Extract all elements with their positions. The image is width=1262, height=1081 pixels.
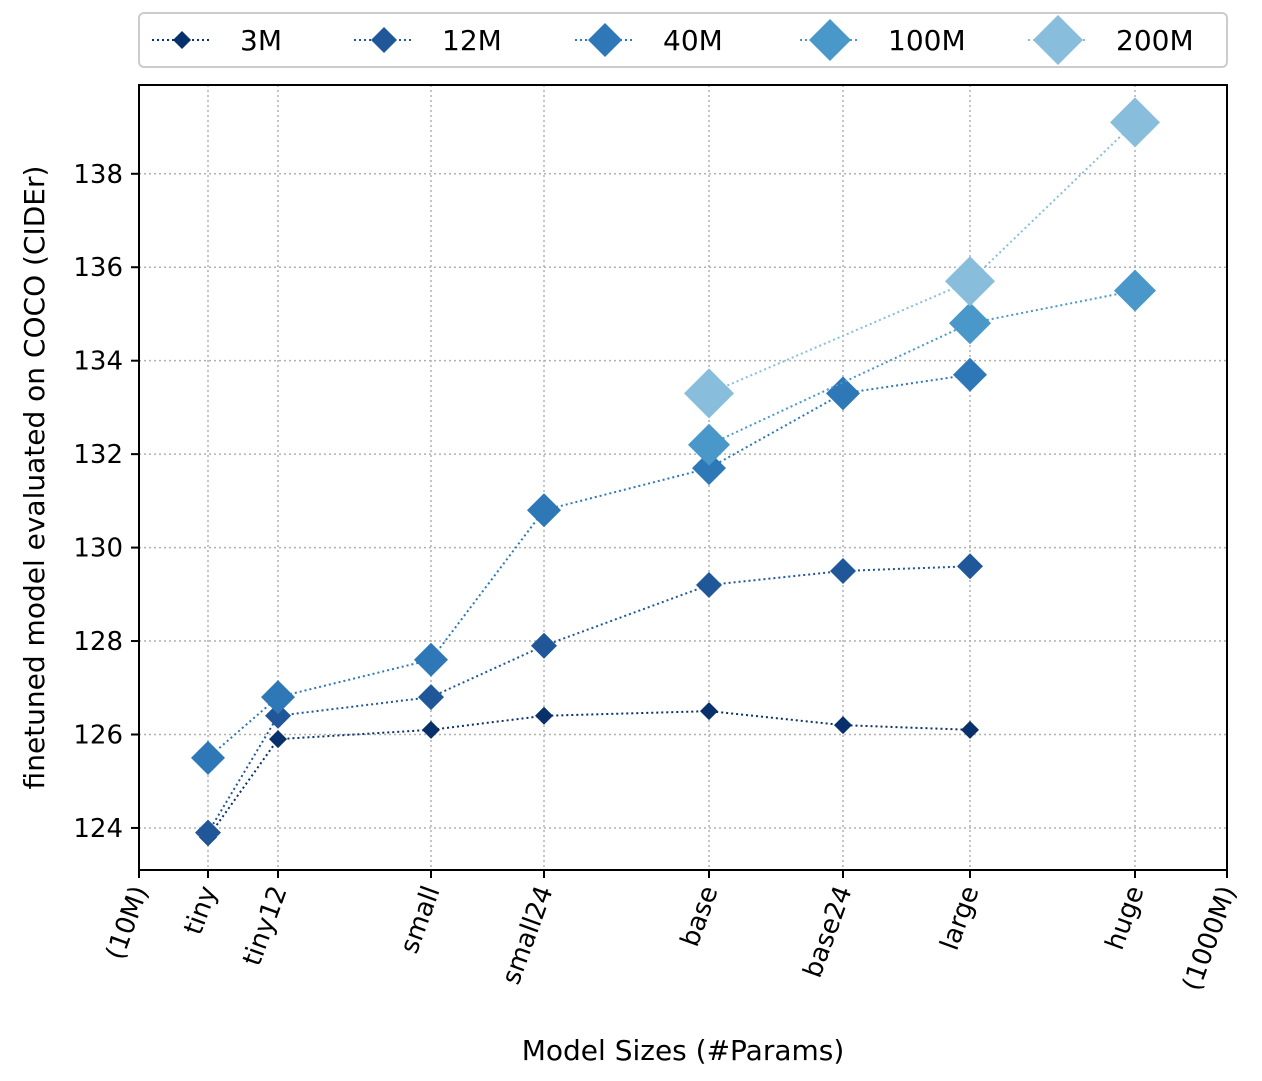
series-layer: [191, 97, 1160, 847]
series-line: [207, 710, 971, 838]
series-line: [207, 565, 971, 834]
y-axis-label: finetuned model evaluated on COCO (CIDEr…: [18, 166, 51, 790]
grid: [139, 85, 1227, 870]
data-point: [527, 493, 561, 528]
data-point: [692, 451, 726, 486]
x-tick-label: tiny12: [237, 882, 293, 970]
x-tick-label: small: [395, 882, 447, 957]
legend-marker: [371, 27, 397, 53]
data-point: [191, 740, 225, 775]
data-point: [265, 702, 291, 729]
y-tick-label: 124: [73, 814, 123, 844]
legend-label: 40M: [663, 24, 723, 57]
series-3M: [199, 702, 979, 847]
x-tick-label: base: [675, 882, 724, 951]
data-point: [195, 819, 221, 846]
data-point: [830, 557, 856, 584]
y-tick-label: 134: [73, 347, 123, 377]
y-tick-label: 138: [73, 160, 123, 190]
series-line: [708, 121, 1136, 395]
plot-frame: [138, 84, 1228, 871]
legend-label: 12M: [442, 24, 502, 57]
data-point: [414, 642, 448, 677]
legend-box: [138, 12, 1228, 68]
series-200M: [684, 97, 1160, 419]
data-point: [949, 302, 991, 345]
data-point: [826, 376, 860, 411]
legend-label: 100M: [888, 24, 966, 57]
legend-marker: [173, 31, 191, 49]
legend-label: 200M: [1116, 24, 1194, 57]
legend-marker: [1033, 15, 1083, 65]
series-40M: [191, 357, 987, 775]
legend-marker: [588, 23, 622, 57]
data-point: [834, 716, 852, 735]
data-point: [945, 256, 995, 307]
series-line: [207, 373, 971, 759]
data-point: [700, 702, 718, 721]
data-point: [696, 571, 722, 598]
y-tick-label: 130: [73, 534, 123, 564]
legend: 3M 12M 40M 100M 200M: [138, 12, 1228, 68]
data-point: [953, 357, 987, 392]
data-point: [269, 730, 287, 749]
data-point: [418, 684, 444, 711]
x-tick-label: huge: [1100, 882, 1151, 954]
legend-label: 3M: [240, 24, 282, 57]
y-tick-label: 126: [73, 720, 123, 750]
data-point: [688, 423, 730, 466]
data-point: [531, 632, 557, 659]
x-tick-label: (10M): [100, 882, 154, 964]
data-point: [957, 553, 983, 580]
legend-marker: [809, 19, 851, 61]
series-line: [708, 289, 1136, 446]
data-point: [1114, 269, 1156, 312]
data-point: [422, 720, 440, 739]
data-point: [961, 720, 979, 739]
x-tick-label: large: [935, 882, 986, 954]
data-point: [1110, 97, 1160, 148]
y-tick-label: 136: [73, 253, 123, 283]
x-tick-label: tiny: [179, 882, 224, 939]
data-point: [535, 706, 553, 725]
x-axis-label: Model Sizes (#Params): [522, 1034, 845, 1067]
series-100M: [688, 269, 1156, 466]
x-tick-label: base24: [798, 882, 859, 982]
data-point: [261, 680, 295, 715]
series-12M: [195, 553, 983, 846]
x-tick-label: small24: [496, 882, 559, 988]
y-tick-label: 128: [73, 627, 123, 657]
data-point: [684, 368, 734, 419]
x-tick-label: (1000M): [1177, 882, 1242, 995]
y-tick-label: 132: [73, 440, 123, 470]
